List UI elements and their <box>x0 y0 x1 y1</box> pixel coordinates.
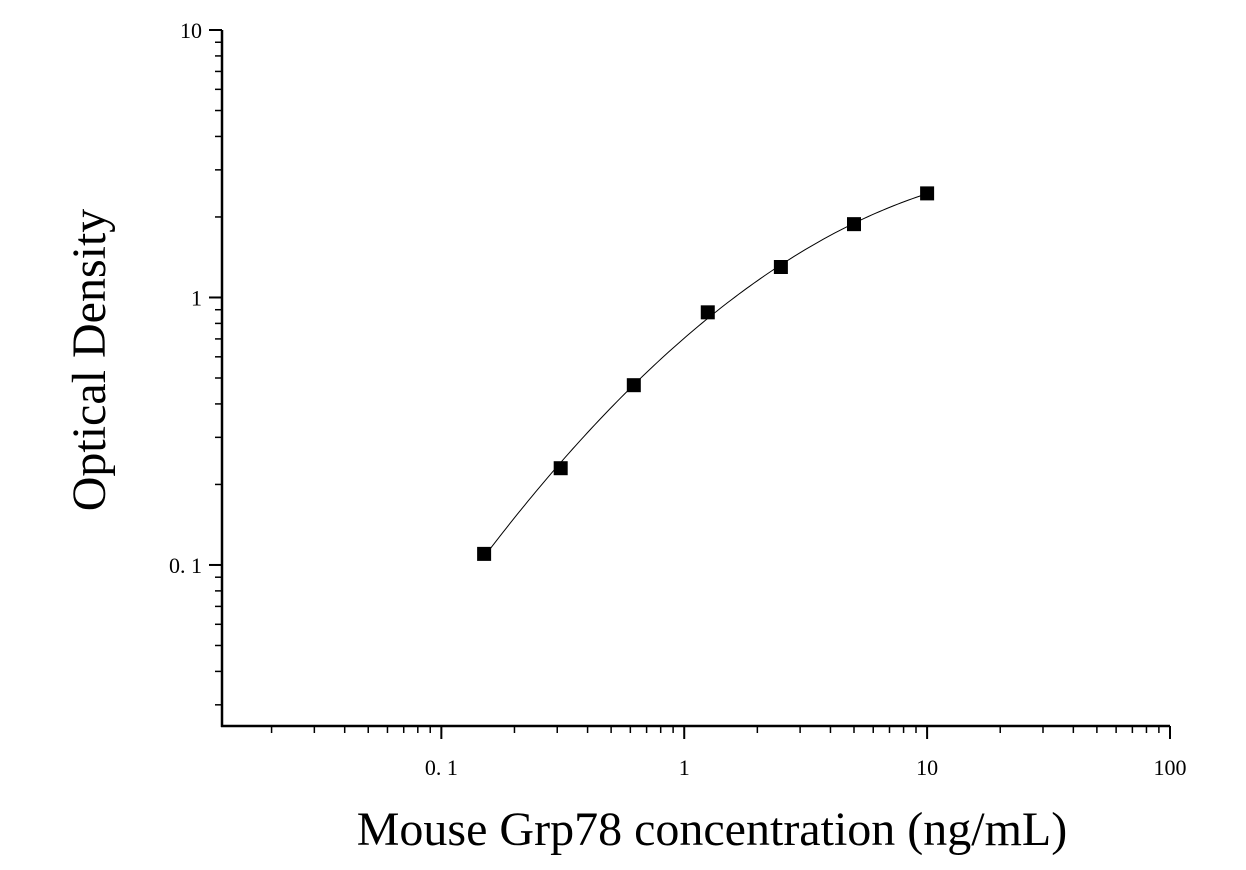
x-tick-label: 10 <box>916 755 938 780</box>
data-point <box>626 378 641 393</box>
data-point <box>553 461 568 476</box>
data-point <box>700 305 715 320</box>
x-axis-title: Mouse Grp78 concentration (ng/mL) <box>357 803 1067 856</box>
y-tick-label: 1 <box>191 285 202 310</box>
minor-ticks <box>215 41 1160 733</box>
x-tick-label: 1 <box>679 755 690 780</box>
y-tick-label: 10 <box>180 18 202 43</box>
x-tick-label: 100 <box>1154 755 1187 780</box>
data-point <box>773 260 788 275</box>
axes <box>220 30 1170 728</box>
tick-labels: 0. 1 1 10 100 0. 1 1 10 <box>169 18 1187 780</box>
major-ticks <box>209 29 1171 739</box>
data-point <box>920 186 935 201</box>
y-tick-label: 0. 1 <box>169 553 202 578</box>
data-point <box>477 546 492 561</box>
fit-curve <box>483 193 928 558</box>
y-axis-title: Optical Density <box>63 209 116 512</box>
data-point <box>847 217 861 232</box>
x-tick-label: 0. 1 <box>425 755 458 780</box>
data-points <box>477 186 935 561</box>
